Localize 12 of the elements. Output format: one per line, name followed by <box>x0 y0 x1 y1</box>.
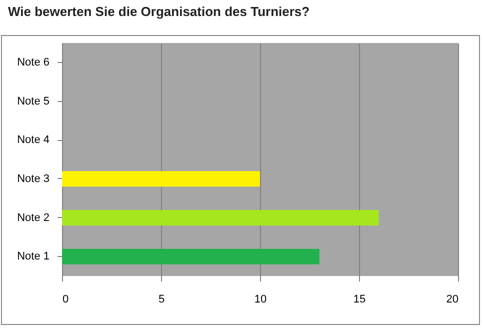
x-tick-label: 20 <box>446 294 458 306</box>
y-tick-label: Note 3 <box>17 172 50 185</box>
y-tick-label: Note 2 <box>17 212 50 224</box>
y-tick-label: Note 6 <box>17 56 50 68</box>
x-tick-label: 5 <box>158 294 165 306</box>
y-tick-label: Note 5 <box>17 95 50 108</box>
y-tick-label: Note 4 <box>17 134 50 146</box>
x-tick-label: 0 <box>62 294 69 306</box>
y-tick-label: Note 1 <box>17 250 50 263</box>
x-tick-label: 15 <box>353 294 366 306</box>
x-tick-label: 10 <box>254 294 267 306</box>
chart-title: Wie bewerten Sie die Organisation des Turniers? <box>8 4 310 19</box>
